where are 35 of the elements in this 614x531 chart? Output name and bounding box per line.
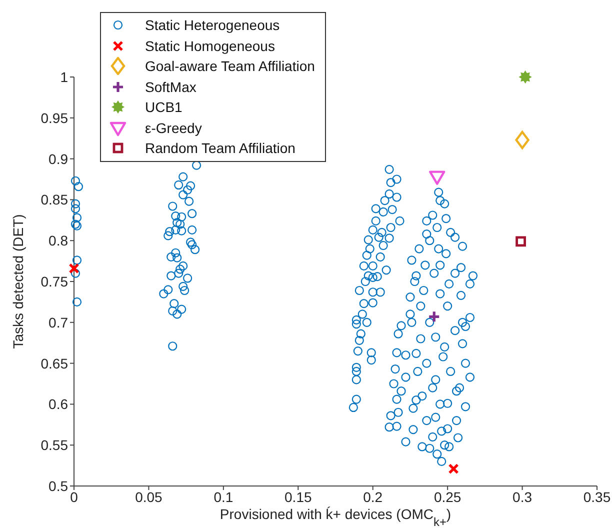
x-tick-label: 0 — [70, 488, 78, 505]
y-axis-title: Tasks detected (DET) — [10, 214, 26, 349]
x-tick-label: 0.25 — [434, 488, 462, 505]
point — [428, 310, 440, 323]
point — [516, 236, 526, 247]
x-tick-label: 0.05 — [135, 488, 163, 505]
x-tick-label: 0.1 — [214, 488, 234, 505]
y-tick-label: 0.7 — [48, 314, 68, 330]
x-axis-title: Provisioned with ḱ+ devices (OMC$_{k+}$) — [220, 506, 452, 529]
y-tick-label: 0.55 — [40, 437, 68, 454]
point — [519, 70, 532, 84]
legend-label: UCB1 — [145, 99, 182, 116]
legend-label: Random Team Affiliation — [145, 140, 296, 156]
y-tick-label: 0.75 — [40, 273, 68, 290]
point — [515, 130, 530, 150]
legend-label: SoftMax — [145, 78, 196, 95]
legend-label: Goal-aware Team Affiliation — [145, 58, 315, 74]
legend-label: Static Homogeneous — [145, 38, 275, 54]
y-tick-label: 0.5 — [48, 478, 68, 494]
x-tick-label: 0.3 — [512, 488, 532, 505]
x-tick-label: 0.15 — [284, 488, 312, 505]
y-tick-label: 1 — [60, 68, 68, 85]
point — [429, 170, 446, 185]
legend-label: ε-Greedy — [145, 120, 202, 136]
x-tick-label: 0.35 — [583, 488, 611, 505]
y-tick-label: 0.65 — [40, 355, 68, 372]
point — [448, 464, 459, 474]
y-tick-label: 0.85 — [40, 192, 68, 208]
y-tick-label: 0.95 — [40, 110, 68, 126]
x-tick-label: 0.2 — [363, 488, 383, 505]
point — [68, 263, 80, 274]
y-tick-label: 0.6 — [48, 396, 68, 412]
y-tick-label: 0.9 — [48, 150, 68, 167]
y-tick-label: 0.8 — [48, 232, 68, 249]
legend-label: Static Heterogeneous — [145, 17, 280, 34]
